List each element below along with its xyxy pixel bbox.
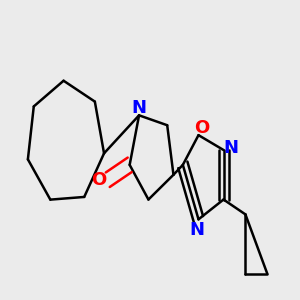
Text: O: O bbox=[91, 171, 106, 189]
Text: N: N bbox=[189, 221, 204, 239]
Text: O: O bbox=[194, 119, 209, 137]
Text: N: N bbox=[224, 139, 239, 157]
Text: N: N bbox=[131, 99, 146, 117]
